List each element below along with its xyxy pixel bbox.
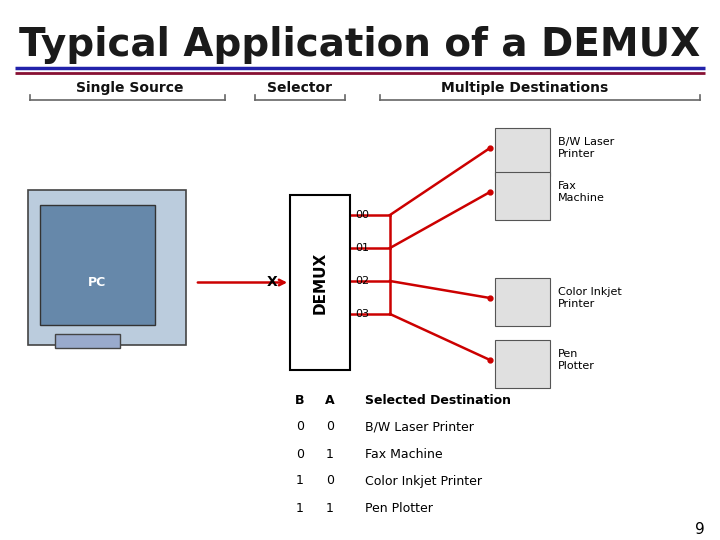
Text: Color Inkjet Printer: Color Inkjet Printer [365,475,482,488]
Text: B/W Laser
Printer: B/W Laser Printer [558,137,614,159]
Text: Typical Application of a DEMUX: Typical Application of a DEMUX [19,26,701,64]
Text: Selector: Selector [268,81,333,95]
Bar [495,340,550,388]
Text: Fax Machine: Fax Machine [365,448,443,461]
Text: Pen
Plotter: Pen Plotter [558,349,595,371]
Text: Pen Plotter: Pen Plotter [365,502,433,515]
Text: Multiple Destinations: Multiple Destinations [441,81,608,95]
Bar [40,205,155,325]
Text: 1: 1 [326,448,334,461]
Text: 02: 02 [355,276,369,286]
Text: 0: 0 [296,448,304,461]
Text: B: B [295,394,305,407]
Text: 0: 0 [326,421,334,434]
Bar [55,334,120,348]
Text: 0: 0 [326,475,334,488]
Text: Single Source: Single Source [76,81,184,95]
Bar [290,195,350,370]
Text: 1: 1 [296,502,304,515]
Bar [495,128,550,176]
Text: 0: 0 [296,421,304,434]
Bar [28,190,186,345]
Text: DEMUX: DEMUX [312,252,328,314]
Bar [495,172,550,220]
Text: 1: 1 [296,475,304,488]
Text: 9: 9 [696,523,705,537]
Text: 03: 03 [355,309,369,319]
Text: 1: 1 [326,502,334,515]
Bar [495,278,550,326]
Text: Fax
Machine: Fax Machine [558,181,605,203]
Text: PC: PC [88,275,106,288]
Text: A: A [325,394,335,407]
Text: Color Inkjet
Printer: Color Inkjet Printer [558,287,622,309]
Text: X: X [266,275,277,289]
Text: 00: 00 [355,210,369,220]
Text: B/W Laser Printer: B/W Laser Printer [365,421,474,434]
Text: Selected Destination: Selected Destination [365,394,511,407]
Text: 01: 01 [355,243,369,253]
